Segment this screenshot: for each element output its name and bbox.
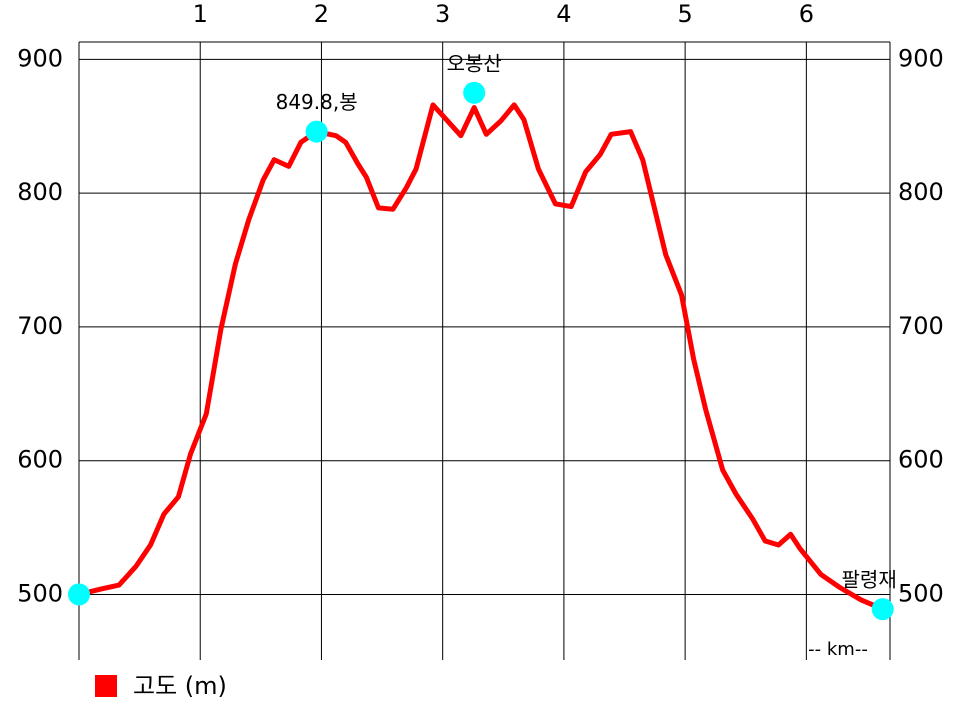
- legend-swatch: [95, 675, 117, 697]
- y2-tick-label: 700: [898, 312, 944, 340]
- y2-tick-label: 800: [898, 178, 944, 206]
- x-tick-label: 5: [677, 0, 692, 28]
- waypoint-label: 오봉산: [447, 51, 502, 75]
- x-axis-label: -- km--: [808, 639, 868, 660]
- y2-tick-label: 500: [898, 579, 944, 607]
- y-tick-label: 800: [17, 178, 63, 206]
- y2-tick-label: 600: [898, 446, 944, 474]
- x-tick-label: 6: [799, 0, 814, 28]
- x-tick-label: 3: [435, 0, 450, 28]
- waypoint-label: 팔령재: [842, 568, 897, 592]
- legend-label: 고도 (m): [133, 672, 227, 700]
- x-tick-label: 1: [193, 0, 208, 28]
- y-tick-label: 600: [17, 446, 63, 474]
- elevation-line: [78, 102, 884, 612]
- waypoint: [68, 583, 90, 606]
- y-tick-label: 500: [17, 579, 63, 607]
- y2-tick-label: 900: [898, 44, 944, 72]
- waypoint: [463, 81, 486, 104]
- waypoint: [305, 120, 328, 143]
- x-tick-label: 4: [556, 0, 571, 28]
- y-tick-label: 700: [17, 312, 63, 340]
- waypoint: [871, 598, 894, 621]
- y-tick-label: 900: [17, 44, 63, 72]
- waypoint-label: 849.8,봉: [276, 90, 358, 114]
- x-tick-label: 2: [314, 0, 329, 28]
